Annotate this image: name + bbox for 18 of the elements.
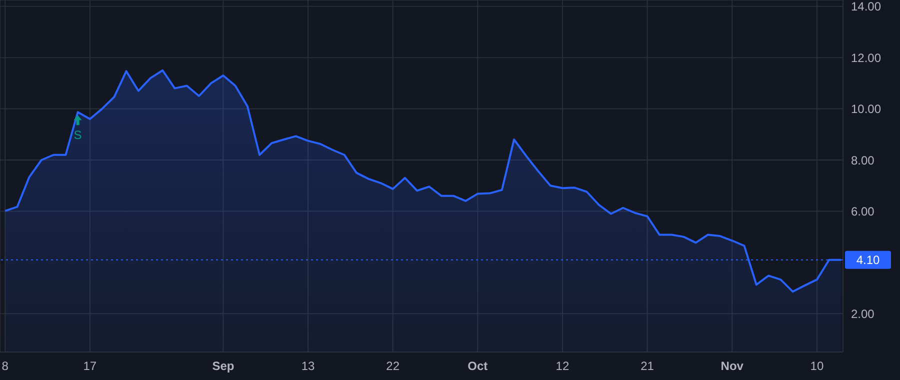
x-tick-label: 13: [301, 359, 316, 373]
y-tick-label: 14.00: [851, 0, 882, 14]
y-tick-label: 12.00: [851, 50, 882, 65]
y-tick-label: 6.00: [851, 204, 875, 218]
ref-line-label: 4.10: [856, 252, 880, 267]
y-tick-label: 10.00: [851, 102, 882, 116]
annotation: S: [74, 128, 82, 142]
y-tick-label: 2.00: [851, 306, 875, 321]
x-tick-label: 17: [83, 359, 97, 373]
x-tick-label: 12: [556, 359, 570, 373]
y-tick-label: 8.00: [851, 153, 875, 168]
x-tick-label: 10: [810, 359, 824, 373]
x-tick-label: Oct: [468, 359, 488, 373]
x-tick-label: 22: [386, 359, 400, 373]
x-tick-label: Nov: [720, 359, 744, 373]
x-tick-label: 21: [640, 359, 654, 373]
x-tick-label: Sep: [212, 359, 234, 373]
x-tick-label: 8: [2, 359, 9, 373]
